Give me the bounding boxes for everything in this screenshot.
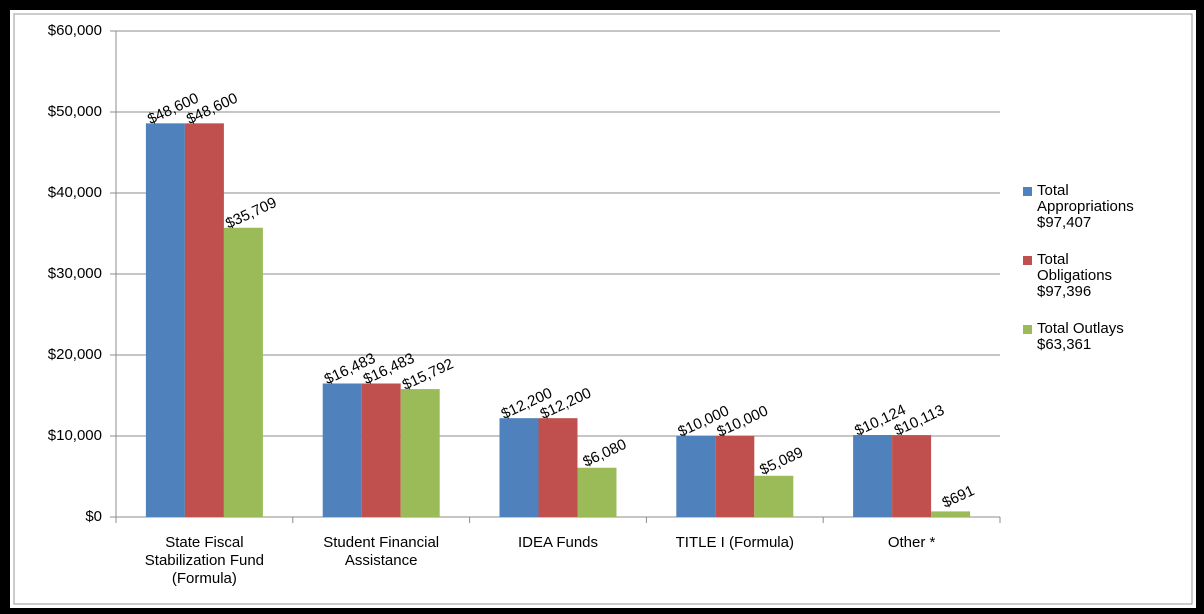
y-tick-label: $40,000: [48, 184, 102, 201]
y-tick-label: $20,000: [48, 346, 102, 363]
bar: [538, 418, 578, 517]
bar: [145, 123, 185, 517]
bar: [223, 227, 263, 518]
y-tick-label: $10,000: [48, 427, 102, 444]
bar: [754, 475, 794, 517]
y-tick-label: $0: [85, 508, 102, 525]
legend-label: Total Obligations $97,396: [1037, 251, 1113, 300]
bar: [715, 436, 755, 517]
x-tick-label: State Fiscal Stabilization Fund (Formula…: [144, 534, 265, 587]
chart-border: [13, 13, 1193, 605]
bar: [400, 389, 440, 517]
y-tick-label: $60,000: [48, 22, 102, 39]
legend-label: Total Appropriations $97,407: [1037, 182, 1134, 231]
x-tick-label: Other *: [887, 534, 936, 551]
bar: [577, 467, 617, 517]
bar: [931, 511, 971, 517]
bar: [322, 383, 362, 517]
x-tick-label: TITLE I (Formula): [675, 534, 794, 551]
bar: [676, 436, 716, 517]
bar: [361, 383, 401, 517]
x-tick-label: Student Financial Assistance: [323, 534, 440, 569]
legend-swatch: [1023, 256, 1032, 265]
bar: [184, 123, 224, 517]
legend-swatch: [1023, 187, 1032, 196]
y-tick-label: $50,000: [48, 103, 102, 120]
bar: [892, 435, 932, 517]
bar: [853, 434, 893, 517]
y-tick-label: $30,000: [48, 265, 102, 282]
x-tick-label: IDEA Funds: [517, 534, 599, 551]
legend-swatch: [1023, 325, 1032, 334]
bar: [499, 418, 539, 517]
legend-label: Total Outlays $63,361: [1037, 320, 1124, 353]
